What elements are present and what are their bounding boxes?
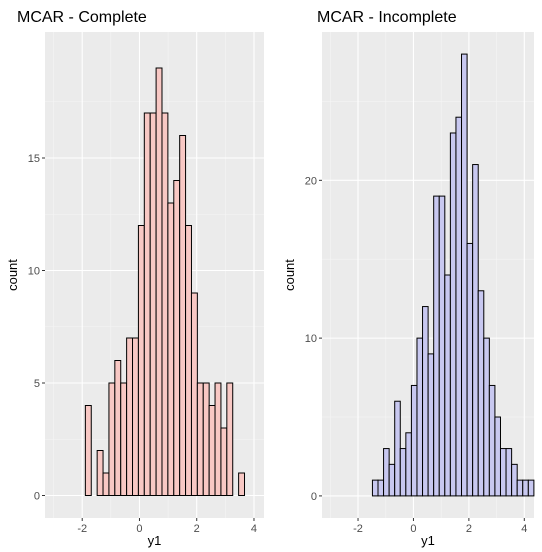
x-axis-label: y1 (148, 533, 162, 548)
histogram-bar (394, 400, 401, 497)
y-tick-label: 10 (28, 266, 40, 278)
y-axis-label: count (5, 259, 20, 291)
histogram-bar (405, 432, 412, 497)
histogram-bar (511, 463, 518, 497)
panel-incomplete: MCAR - Incomplete -2 0 2 4 0 10 20 y1 count (282, 9, 535, 548)
histogram-bar (143, 112, 151, 496)
histogram-bar (461, 53, 468, 497)
histogram-bar (455, 116, 463, 497)
histogram-bar (84, 405, 92, 496)
histogram-bar (427, 353, 435, 497)
histogram-bar (132, 337, 139, 496)
y-tick-label: 10 (305, 333, 317, 345)
histogram-bar (494, 416, 501, 497)
histogram-bar (185, 225, 192, 496)
histogram-bar (220, 427, 228, 496)
histogram-bar (505, 448, 513, 497)
x-axis-label: y1 (421, 533, 435, 548)
histogram-bar (488, 384, 496, 497)
histogram-bar (477, 290, 485, 497)
x-tick-label: -2 (353, 523, 363, 535)
histogram-bar (149, 112, 157, 496)
histogram-bar (410, 384, 418, 497)
histogram-bar (108, 382, 116, 496)
histogram-bar (416, 337, 424, 497)
histogram-bar (179, 135, 187, 496)
histogram-bar (155, 67, 163, 496)
histogram-bar (377, 479, 385, 497)
x-tick-label: 4 (251, 523, 257, 535)
histogram-bar (208, 405, 216, 496)
histogram-bar (238, 472, 246, 496)
panel-complete: MCAR - Complete -2 0 2 4 0 5 10 15 y1 count (5, 9, 264, 548)
histogram-bar (422, 306, 429, 497)
chart-title: MCAR - Incomplete (317, 9, 457, 26)
y-axis-ticks: 0 10 20 (305, 175, 322, 503)
histogram-bar (433, 195, 440, 497)
y-tick-label: 15 (28, 153, 40, 165)
x-tick-label: 2 (194, 523, 200, 535)
histogram-bar (522, 479, 529, 497)
histogram-bar (226, 382, 234, 496)
histogram-bar (120, 382, 128, 496)
y-axis-ticks: 0 5 10 15 (28, 153, 45, 503)
y-tick-label: 0 (34, 491, 40, 503)
chart-title: MCAR - Complete (17, 9, 147, 26)
bars (371, 53, 535, 497)
histogram-bar (114, 360, 122, 496)
histogram-bar (196, 382, 204, 496)
histogram-bar (202, 382, 210, 496)
histogram-bar (499, 448, 507, 497)
histogram-bar (466, 242, 474, 497)
histogram-bar (173, 180, 181, 496)
histogram-bar (438, 195, 446, 497)
histogram-bar (516, 479, 524, 497)
histogram-bar (190, 292, 198, 496)
histogram-bar (483, 337, 490, 497)
y-axis-label: count (282, 259, 297, 291)
y-tick-label: 0 (311, 491, 317, 503)
histogram-bar (371, 479, 379, 497)
x-tick-label: 2 (466, 523, 472, 535)
x-tick-label: 0 (410, 523, 416, 535)
histogram-bar (126, 337, 134, 496)
histogram-bar (399, 448, 407, 497)
histogram-bar (167, 202, 175, 496)
x-tick-label: 0 (136, 523, 142, 535)
histogram-bar (214, 382, 222, 496)
y-tick-label: 5 (34, 378, 40, 390)
histogram-bar (388, 463, 396, 497)
histogram-bar (161, 112, 169, 496)
histogram-bar (383, 448, 390, 497)
histogram-bar (472, 164, 479, 497)
histogram-bar (527, 479, 535, 497)
histogram-bar (96, 450, 104, 496)
histogram-bar (102, 472, 110, 496)
x-tick-label: 4 (521, 523, 527, 535)
x-tick-label: -2 (77, 523, 87, 535)
x-axis-ticks: -2 0 2 4 (77, 518, 257, 535)
histogram-bar (449, 132, 457, 497)
y-tick-label: 20 (305, 175, 317, 187)
histogram-bar (137, 225, 145, 496)
histogram-bar (444, 274, 451, 497)
bars (84, 67, 246, 496)
x-axis-ticks: -2 0 2 4 (353, 518, 527, 535)
